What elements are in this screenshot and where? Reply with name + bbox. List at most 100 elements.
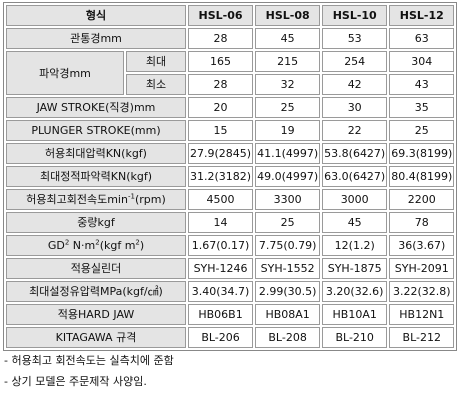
model-hsl-06: HSL-06: [188, 5, 254, 26]
cell: SYH-1246: [188, 258, 254, 279]
cell: 2.99(30.5): [255, 281, 321, 302]
cell: 3000: [322, 189, 388, 210]
cell: BL-208: [255, 327, 321, 348]
header-label: 형식: [6, 5, 186, 26]
cell: SYH-1552: [255, 258, 321, 279]
label-b: N·m: [69, 239, 96, 252]
row-label: 파악경mm: [6, 51, 124, 95]
row-label: JAW STROKE(직경)mm: [6, 97, 186, 118]
label-sup3: 2: [135, 238, 140, 247]
row-max-speed: 허용최고회전속도min-1(rpm) 4500 3300 3000 2200: [6, 189, 455, 210]
row-label: 최대정적파악력KN(kgf): [6, 166, 186, 187]
cell: 3.22(32.8): [389, 281, 455, 302]
footnote: - 상기 모델은 주문제작 사양임.: [4, 375, 147, 388]
row-plunger-stroke: PLUNGER STROKE(mm) 15 19 22 25: [6, 120, 455, 141]
cell: 53: [322, 28, 388, 49]
row-label: 적용실린더: [6, 258, 186, 279]
cell: 27.9(2845): [188, 143, 254, 164]
cell: 7.75(0.79): [255, 235, 321, 256]
cell: 1.67(0.17): [188, 235, 254, 256]
row-grip-min: 최소 28 32 42 43: [6, 74, 455, 95]
cell: 2200: [389, 189, 455, 210]
row-max-draw: 허용최대압력KN(kgf) 27.9(2845) 41.1(4997) 53.8…: [6, 143, 455, 164]
cell: 42: [322, 74, 388, 95]
cell: 30: [322, 97, 388, 118]
cell: SYH-2091: [389, 258, 455, 279]
header-row: 형식 HSL-06 HSL-08 HSL-10 HSL-12: [6, 5, 455, 26]
cell: BL-210: [322, 327, 388, 348]
sub-label: 최대: [126, 51, 186, 72]
cell: 45: [322, 212, 388, 233]
cell: HB08A1: [255, 304, 321, 325]
footnote: - 허용최고 회전속도는 실측치에 준함: [4, 354, 174, 367]
row-gd2: GD2 N·m2(kgf m2) 1.67(0.17) 7.75(0.79) 1…: [6, 235, 455, 256]
model-hsl-12: HSL-12: [389, 5, 455, 26]
row-max-static: 최대정적파악력KN(kgf) 31.2(3182) 49.0(4997) 63.…: [6, 166, 455, 187]
row-hard-jaw: 적용HARD JAW HB06B1 HB08A1 HB10A1 HB12N1: [6, 304, 455, 325]
footnotes: - 허용최고 회전속도는 실측치에 준함 - 상기 모델은 주문제작 사양임.: [4, 350, 174, 392]
cell: 20: [188, 97, 254, 118]
model-hsl-10: HSL-10: [322, 5, 388, 26]
cell: SYH-1875: [322, 258, 388, 279]
cell: 36(3.67): [389, 235, 455, 256]
cell: 28: [188, 74, 254, 95]
row-label: 중량kgf: [6, 212, 186, 233]
row-bore: 관통경mm 28 45 53 63: [6, 28, 455, 49]
row-label: 최대설정유압력MPa(kgf/㎠): [6, 281, 186, 302]
row-label: 허용최고회전속도min-1(rpm): [6, 189, 186, 210]
cell: 14: [188, 212, 254, 233]
cell: 31.2(3182): [188, 166, 254, 187]
cell: BL-212: [389, 327, 455, 348]
cell: 53.8(6427): [322, 143, 388, 164]
row-label: 관통경mm: [6, 28, 186, 49]
row-grip-max: 파악경mm 최대 165 215 254 304: [6, 51, 455, 95]
label-main: 허용최고회전속도min: [26, 193, 128, 206]
cell: 22: [322, 120, 388, 141]
cell: 304: [389, 51, 455, 72]
cell: 25: [255, 97, 321, 118]
spec-table: 형식 HSL-06 HSL-08 HSL-10 HSL-12 관통경mm 28 …: [3, 2, 458, 351]
cell: 80.4(8199): [389, 166, 455, 187]
row-label: PLUNGER STROKE(mm): [6, 120, 186, 141]
row-label: KITAGAWA 규격: [6, 327, 186, 348]
cell: HB06B1: [188, 304, 254, 325]
row-label: GD2 N·m2(kgf m2): [6, 235, 186, 256]
row-jaw-stroke: JAW STROKE(직경)mm 20 25 30 35: [6, 97, 455, 118]
cell: 63.0(6427): [322, 166, 388, 187]
row-label: 허용최대압력KN(kgf): [6, 143, 186, 164]
cell: 254: [322, 51, 388, 72]
row-kitagawa: KITAGAWA 규격 BL-206 BL-208 BL-210 BL-212: [6, 327, 455, 348]
model-hsl-08: HSL-08: [255, 5, 321, 26]
sub-label: 최소: [126, 74, 186, 95]
cell: 215: [255, 51, 321, 72]
label-sup1: 2: [64, 238, 70, 247]
cell: 25: [255, 212, 321, 233]
row-max-pressure: 최대설정유압력MPa(kgf/㎠) 3.40(34.7) 2.99(30.5) …: [6, 281, 455, 302]
cell: 49.0(4997): [255, 166, 321, 187]
cell: 28: [188, 28, 254, 49]
label-a: GD: [47, 239, 65, 252]
label-tail: (rpm): [134, 193, 166, 206]
cell: 3300: [255, 189, 321, 210]
cell: 4500: [188, 189, 254, 210]
label-c: (kgf m: [99, 239, 136, 252]
label-sup: -1: [127, 192, 135, 201]
cell: 25: [389, 120, 455, 141]
cell: 41.1(4997): [255, 143, 321, 164]
cell: 32: [255, 74, 321, 95]
row-cylinder: 적용실린더 SYH-1246 SYH-1552 SYH-1875 SYH-209…: [6, 258, 455, 279]
label-sup2: 2: [95, 238, 100, 247]
row-label: 적용HARD JAW: [6, 304, 186, 325]
cell: BL-206: [188, 327, 254, 348]
cell: 43: [389, 74, 455, 95]
cell: 69.3(8199): [389, 143, 455, 164]
cell: 78: [389, 212, 455, 233]
cell: 3.40(34.7): [188, 281, 254, 302]
cell: 12(1.2): [322, 235, 388, 256]
cell: HB12N1: [389, 304, 455, 325]
label-d: ): [139, 239, 145, 252]
cell: 19: [255, 120, 321, 141]
cell: 3.20(32.6): [322, 281, 388, 302]
cell: 63: [389, 28, 455, 49]
